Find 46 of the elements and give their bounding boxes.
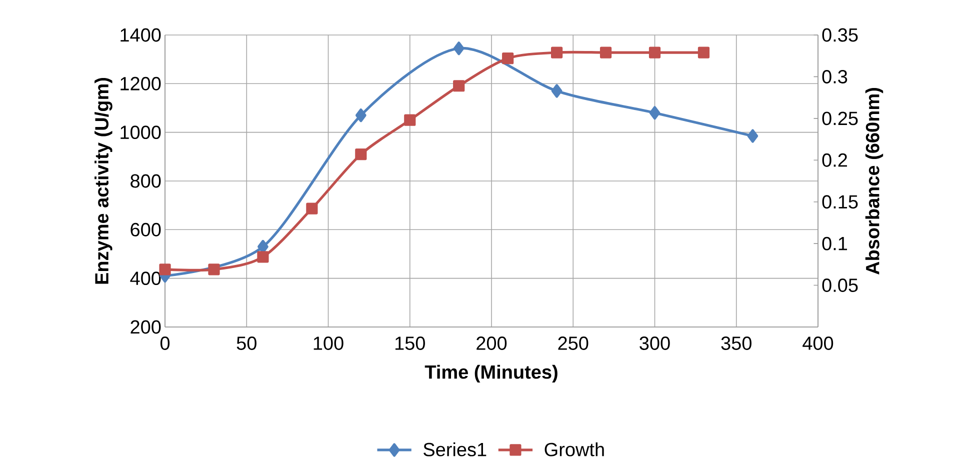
x-tick-label: 150 <box>395 336 425 350</box>
y2-tick-label: 0.05 <box>822 278 858 292</box>
point <box>355 148 367 160</box>
point <box>453 80 465 92</box>
x-tick-label: 300 <box>640 336 670 350</box>
point <box>258 240 268 254</box>
point <box>648 46 661 58</box>
x-tick-label: 400 <box>802 336 834 350</box>
legend-label: Series1 <box>424 442 486 456</box>
y2-tick-label: 0.35 <box>822 28 858 42</box>
point <box>355 108 366 122</box>
point <box>551 46 563 58</box>
point <box>747 129 758 143</box>
x-tick-label: 350 <box>721 336 752 350</box>
y2-tick-label: 0.2 <box>822 153 847 167</box>
point <box>649 106 660 120</box>
y2-tick-label: 0.1 <box>822 236 848 250</box>
y-axis-title: Enzyme activity (U/gm) <box>94 78 112 284</box>
x-tick-label: 50 <box>236 336 256 350</box>
point <box>208 264 220 276</box>
y-tick-label: 200 <box>130 320 161 334</box>
point <box>159 264 171 276</box>
point <box>257 251 269 263</box>
y-tick-label: 600 <box>130 222 161 236</box>
y2-tick-label: 0.25 <box>822 112 858 126</box>
point <box>306 202 318 214</box>
x-tick-label: 250 <box>558 336 588 350</box>
y-tick-label: 400 <box>130 272 161 286</box>
y-tick-label: 800 <box>130 174 161 188</box>
point <box>502 52 514 64</box>
y-tick-label: 1000 <box>120 126 161 140</box>
point <box>600 46 612 58</box>
y2-axis-title: Absorbance (660nm) <box>865 88 884 274</box>
legend-label: Growth <box>544 442 604 456</box>
y-tick-label: 1200 <box>120 76 161 90</box>
point <box>404 114 416 126</box>
x-tick-label: 200 <box>476 336 507 350</box>
point <box>551 84 562 98</box>
x-tick-label: 0 <box>160 336 170 350</box>
y2-tick-label: 0.15 <box>822 195 858 209</box>
y-tick-label: 1400 <box>120 28 161 42</box>
x-tick-label: 100 <box>314 336 344 350</box>
point <box>453 42 464 56</box>
y2-tick-label: 0.3 <box>822 70 848 84</box>
x-axis-title: Time (Minutes) <box>424 364 558 383</box>
point <box>698 46 710 58</box>
